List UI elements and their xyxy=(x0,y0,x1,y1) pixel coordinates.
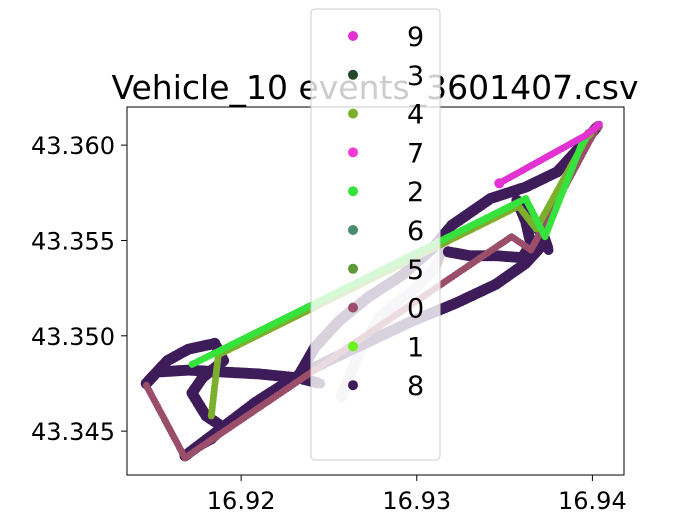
legend-label: 5 xyxy=(407,255,424,286)
y-tick-label: 43.355 xyxy=(31,227,115,255)
y-tick-label: 43.350 xyxy=(31,323,115,351)
legend-label: 1 xyxy=(407,332,424,363)
data-point xyxy=(494,178,505,189)
legend-label: 8 xyxy=(407,371,424,402)
y-tick-label: 43.360 xyxy=(31,132,115,160)
legend-marker xyxy=(348,225,358,235)
y-tick-label: 43.345 xyxy=(31,418,115,446)
series-9 xyxy=(494,120,603,189)
legend-marker xyxy=(348,302,358,313)
legend-marker xyxy=(348,341,358,352)
legend-marker xyxy=(348,69,358,80)
legend: 9 3 4 7 2 6 5 0 1 8 xyxy=(310,8,441,461)
x-tick-label: 16.92 xyxy=(207,487,276,515)
legend-label: 9 xyxy=(407,22,424,53)
legend-label: 2 xyxy=(407,177,424,208)
legend-marker xyxy=(348,263,358,274)
legend-label: 7 xyxy=(407,138,424,169)
x-tick-label: 16.93 xyxy=(382,487,451,515)
legend-marker xyxy=(348,31,358,41)
legend-label: 4 xyxy=(407,100,424,131)
legend-marker xyxy=(348,147,358,158)
series-8 xyxy=(140,337,230,452)
legend-frame xyxy=(310,8,441,461)
legend-label: 3 xyxy=(407,61,424,92)
data-point xyxy=(543,245,554,255)
legend-marker xyxy=(348,186,358,197)
legend-label: 6 xyxy=(407,216,424,247)
x-tick-label: 16.94 xyxy=(558,487,627,515)
legend-marker xyxy=(348,380,358,391)
legend-label: 0 xyxy=(407,294,424,325)
legend-marker xyxy=(348,108,358,119)
axis-ticks: 16.92 16.93 16.94 43.345 43.350 43.355 43.360 xyxy=(31,132,627,515)
